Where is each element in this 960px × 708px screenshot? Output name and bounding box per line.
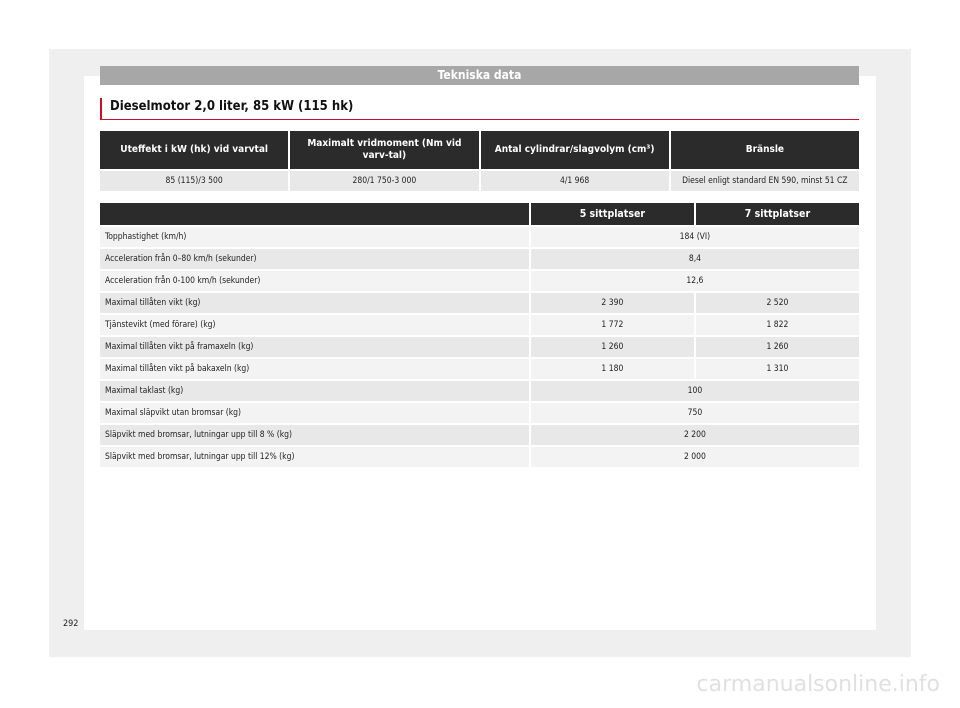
table-row: Maximal taklast (kg) 100 bbox=[100, 381, 859, 401]
row-value: 2 000 bbox=[530, 447, 859, 467]
header-empty bbox=[100, 203, 529, 225]
row-value: 2 200 bbox=[530, 425, 859, 445]
table-row: Släpvikt med bromsar, lutningar upp till… bbox=[100, 447, 859, 467]
table-row: Maximal släpvikt utan bromsar (kg) 750 bbox=[100, 403, 859, 423]
watermark: carmanualsonline.info bbox=[696, 672, 940, 697]
row-value-5-seats: 2 390 bbox=[530, 293, 694, 313]
row-value-7-seats: 1 310 bbox=[695, 359, 859, 379]
row-value: 100 bbox=[530, 381, 859, 401]
row-value-5-seats: 1 772 bbox=[530, 315, 694, 335]
row-value: 750 bbox=[530, 403, 859, 423]
header-fuel: Bränsle bbox=[670, 131, 859, 169]
row-value-7-seats: 2 520 bbox=[695, 293, 859, 313]
row-label: Maximal tillåten vikt på framaxeln (kg) bbox=[100, 337, 529, 357]
cell-cylinders: 4/1 968 bbox=[480, 171, 669, 191]
performance-header-row: 5 sittplatser 7 sittplatser bbox=[100, 203, 859, 225]
row-label: Maximal tillåten vikt (kg) bbox=[100, 293, 529, 313]
table-row: 85 (115)/3 500 280/1 750-3 000 4/1 968 D… bbox=[100, 171, 859, 191]
row-label: Maximal släpvikt utan bromsar (kg) bbox=[100, 403, 529, 423]
engine-spec-header-row: Uteffekt i kW (hk) vid varvtal Maximalt … bbox=[100, 131, 859, 169]
row-label: Acceleration från 0–80 km/h (sekunder) bbox=[100, 249, 529, 269]
row-value-5-seats: 1 180 bbox=[530, 359, 694, 379]
table-row: Maximal tillåten vikt på framaxeln (kg) … bbox=[100, 337, 859, 357]
row-label: Tjänstevikt (med förare) (kg) bbox=[100, 315, 529, 335]
table-row: Släpvikt med bromsar, lutningar upp till… bbox=[100, 425, 859, 445]
row-label: Acceleration från 0-100 km/h (sekunder) bbox=[100, 271, 529, 291]
row-label: Maximal taklast (kg) bbox=[100, 381, 529, 401]
table-row: Topphastighet (km/h) 184 (VI) bbox=[100, 227, 859, 247]
row-value: 8,4 bbox=[530, 249, 859, 269]
header-torque: Maximalt vridmoment (Nm vid varv-tal) bbox=[290, 131, 479, 169]
section-header: Tekniska data bbox=[100, 66, 859, 85]
row-label: Topphastighet (km/h) bbox=[100, 227, 529, 247]
page-number: 292 bbox=[63, 619, 79, 629]
cell-power: 85 (115)/3 500 bbox=[100, 171, 289, 191]
table-row: Acceleration från 0-100 km/h (sekunder) … bbox=[100, 271, 859, 291]
row-value: 12,6 bbox=[530, 271, 859, 291]
page-title: Dieselmotor 2,0 liter, 85 kW (115 hk) bbox=[100, 98, 859, 120]
cell-fuel: Diesel enligt standard EN 590, minst 51 … bbox=[670, 171, 859, 191]
row-label: Släpvikt med bromsar, lutningar upp till… bbox=[100, 447, 529, 467]
row-value-7-seats: 1 822 bbox=[695, 315, 859, 335]
table-row: Maximal tillåten vikt på bakaxeln (kg) 1… bbox=[100, 359, 859, 379]
row-value-5-seats: 1 260 bbox=[530, 337, 694, 357]
row-value: 184 (VI) bbox=[530, 227, 859, 247]
cell-torque: 280/1 750-3 000 bbox=[290, 171, 479, 191]
performance-table: 5 sittplatser 7 sittplatser Topphastighe… bbox=[98, 201, 861, 469]
table-row: Tjänstevikt (med förare) (kg) 1 772 1 82… bbox=[100, 315, 859, 335]
table-row: Acceleration från 0–80 km/h (sekunder) 8… bbox=[100, 249, 859, 269]
header-cylinders: Antal cylindrar/slagvolym (cm³) bbox=[480, 131, 669, 169]
header-5-seats: 5 sittplatser bbox=[530, 203, 694, 225]
engine-spec-table: Uteffekt i kW (hk) vid varvtal Maximalt … bbox=[98, 129, 861, 193]
row-value-7-seats: 1 260 bbox=[695, 337, 859, 357]
row-label: Maximal tillåten vikt på bakaxeln (kg) bbox=[100, 359, 529, 379]
header-power: Uteffekt i kW (hk) vid varvtal bbox=[100, 131, 289, 169]
row-label: Släpvikt med bromsar, lutningar upp till… bbox=[100, 425, 529, 445]
table-row: Maximal tillåten vikt (kg) 2 390 2 520 bbox=[100, 293, 859, 313]
header-7-seats: 7 sittplatser bbox=[695, 203, 859, 225]
